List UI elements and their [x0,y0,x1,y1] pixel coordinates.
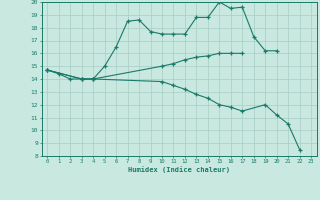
X-axis label: Humidex (Indice chaleur): Humidex (Indice chaleur) [128,166,230,173]
